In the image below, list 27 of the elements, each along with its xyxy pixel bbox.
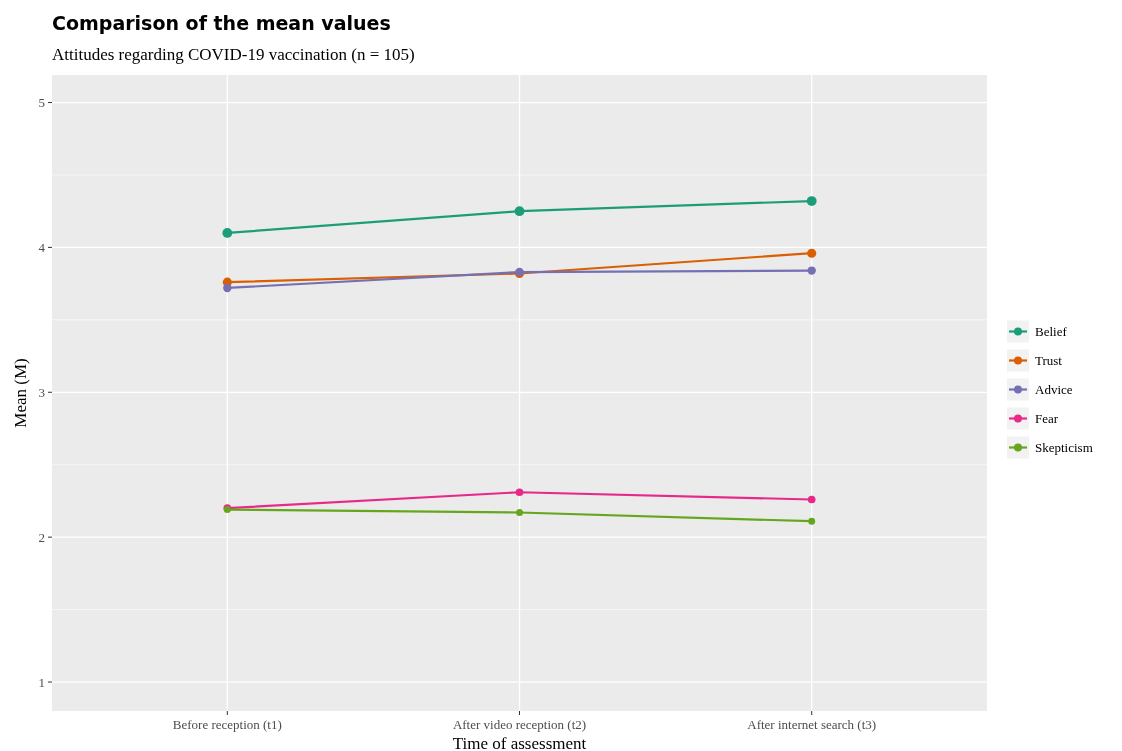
point	[807, 266, 816, 275]
x-tick-label: After video reception (t2)	[452, 717, 587, 732]
point	[223, 283, 232, 293]
x-axis-title: Time of assessment	[452, 734, 587, 751]
y-tick-label: 3	[38, 384, 45, 400]
chart-subtitle: Attitudes regarding COVID-19 vaccination (n = 105)	[52, 45, 415, 64]
y-tick-label: 2	[38, 529, 45, 545]
y-axis-title: Mean (M)	[11, 358, 30, 428]
y-tick-label: 4	[38, 239, 46, 255]
point	[807, 495, 816, 504]
x-tick-label: After internet search (t3)	[747, 717, 877, 732]
point	[807, 248, 817, 258]
x-tick-label: Before reception (t1)	[172, 717, 282, 732]
y-tick-label: 5	[38, 95, 45, 111]
point	[222, 228, 233, 238]
legend-label: Advice	[1035, 382, 1073, 398]
point	[808, 517, 816, 525]
point	[515, 488, 524, 497]
point	[516, 509, 523, 517]
point	[806, 196, 817, 206]
chart-title: Comparison of the mean values	[52, 12, 391, 34]
legend-label: Belief	[1035, 324, 1068, 340]
legend-label: Skepticism	[1035, 440, 1093, 456]
legend-label: Fear	[1035, 411, 1059, 427]
y-tick-label: 1	[38, 674, 45, 690]
legend-label: Trust	[1035, 353, 1063, 369]
point	[514, 206, 525, 217]
